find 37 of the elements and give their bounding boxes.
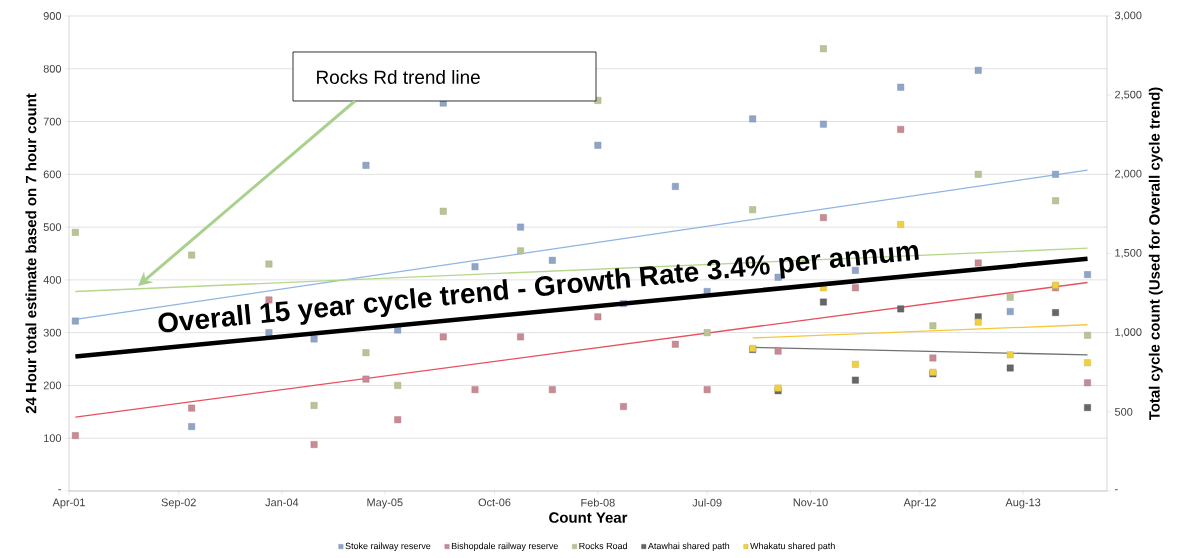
annotation: Rocks Rd trend line xyxy=(317,70,480,84)
legend-label: Bishopdale railway reserve xyxy=(451,542,558,551)
y2-tick-label: 1,000 xyxy=(1115,328,1142,338)
x-tick-label: Apr-01 xyxy=(52,498,85,509)
y-tick-label: 800 xyxy=(43,64,62,73)
x-tick-label: Apr-12 xyxy=(903,498,936,509)
y-tick-label: 900 xyxy=(43,12,62,20)
y-tick-label: 200 xyxy=(43,381,62,390)
y-axis-title: 24 Hour total estimate based on 7 hour count xyxy=(25,93,37,414)
x-tick-label: Sep-02 xyxy=(161,498,196,509)
y2-tick-label: 500 xyxy=(1114,407,1133,416)
x-tick-label: Nov-10 xyxy=(793,498,828,507)
x-tick-label: Aug-13 xyxy=(1005,498,1041,509)
y2-tick-label: - xyxy=(1115,489,1118,491)
y2-tick-label: 1,500 xyxy=(1115,248,1142,259)
annotation: Overall 15 year cycle trend - Growth Rate 3.4% per annum xyxy=(158,245,919,333)
x-tick-label: May-05 xyxy=(367,498,403,509)
legend-label: Whakatu shared path xyxy=(750,542,835,551)
y-tick-label: 600 xyxy=(43,170,62,179)
y2-tick-label: 3,000 xyxy=(1114,11,1142,21)
x-tick-label: Jan-04 xyxy=(265,498,299,507)
y2-tick-label: 2,000 xyxy=(1115,169,1142,179)
y-tick-label: 100 xyxy=(44,434,62,443)
y-tick-label: 300 xyxy=(43,328,62,337)
x-tick-label: Jul-09 xyxy=(692,498,722,507)
legend-label: Rocks Road xyxy=(579,542,627,550)
x-tick-label: Oct-06 xyxy=(478,498,511,507)
y-tick-label: - xyxy=(58,489,61,491)
y2-tick-label: 2,500 xyxy=(1115,90,1142,100)
legend-label: Atawhai shared path xyxy=(647,542,730,551)
y2-axis-title: Total cycle count (Used for Overall cycle trend) xyxy=(1148,87,1163,421)
y-tick-label: 400 xyxy=(43,276,62,284)
x-tick-label: Feb-08 xyxy=(581,498,615,507)
y-tick-label: 700 xyxy=(43,117,62,126)
x-axis-title: Count Year xyxy=(549,512,628,523)
y-tick-label: 500 xyxy=(43,223,62,231)
legend-label: Stoke railway reserve xyxy=(345,542,431,551)
